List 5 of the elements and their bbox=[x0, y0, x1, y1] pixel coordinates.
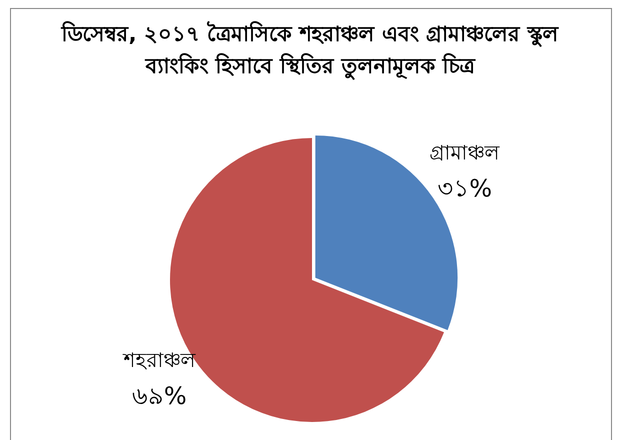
data-label: ৬৯% bbox=[132, 382, 187, 410]
slice-label: শহরাঞ্চল bbox=[122, 348, 196, 372]
chart-title: ডিসেম্বর, ২০১৭ ত্রৈমাসিকে শহরাঞ্চল এবং গ্রামাঞ্চলের স্কুল ব্যাংকিং হিসাবে স্থিতির তুলনামূলক চিত্র bbox=[60, 20, 560, 82]
data-label: ৩১% bbox=[437, 174, 492, 202]
slice-label: গ্রামাঞ্চল bbox=[430, 140, 501, 164]
